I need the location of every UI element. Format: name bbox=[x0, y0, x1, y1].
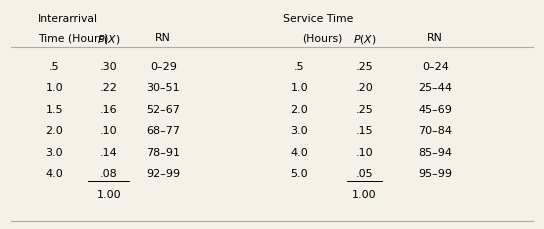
Text: 95–99: 95–99 bbox=[418, 168, 452, 178]
Text: 0–24: 0–24 bbox=[422, 62, 449, 72]
Text: 1.00: 1.00 bbox=[352, 190, 377, 199]
Text: Service Time: Service Time bbox=[283, 14, 353, 24]
Text: .10: .10 bbox=[356, 147, 373, 157]
Text: $P(X)$: $P(X)$ bbox=[353, 33, 376, 46]
Text: 4.0: 4.0 bbox=[290, 147, 308, 157]
Text: 70–84: 70–84 bbox=[418, 126, 452, 136]
Text: .22: .22 bbox=[100, 83, 118, 93]
Text: 0–29: 0–29 bbox=[150, 62, 177, 72]
Text: .14: .14 bbox=[100, 147, 118, 157]
Text: .20: .20 bbox=[356, 83, 373, 93]
Text: 3.0: 3.0 bbox=[290, 126, 308, 136]
Text: 2.0: 2.0 bbox=[290, 104, 308, 114]
Text: .08: .08 bbox=[100, 168, 118, 178]
Text: 45–69: 45–69 bbox=[418, 104, 452, 114]
Text: .5: .5 bbox=[294, 62, 305, 72]
Text: 1.00: 1.00 bbox=[96, 190, 121, 199]
Text: .5: .5 bbox=[49, 62, 60, 72]
Text: 1.0: 1.0 bbox=[46, 83, 63, 93]
Text: 92–99: 92–99 bbox=[146, 168, 180, 178]
Text: .16: .16 bbox=[100, 104, 118, 114]
Text: .25: .25 bbox=[356, 104, 373, 114]
Text: (Hours): (Hours) bbox=[302, 33, 342, 43]
Text: 2.0: 2.0 bbox=[46, 126, 63, 136]
Text: 1.0: 1.0 bbox=[290, 83, 308, 93]
Text: 3.0: 3.0 bbox=[46, 147, 63, 157]
Text: 78–91: 78–91 bbox=[146, 147, 180, 157]
Text: 25–44: 25–44 bbox=[418, 83, 452, 93]
Text: 1.5: 1.5 bbox=[46, 104, 63, 114]
Text: Time (Hours): Time (Hours) bbox=[38, 33, 108, 43]
Text: 85–94: 85–94 bbox=[418, 147, 452, 157]
Text: .15: .15 bbox=[356, 126, 373, 136]
Text: RN: RN bbox=[427, 33, 443, 43]
Text: .05: .05 bbox=[356, 168, 373, 178]
Text: .30: .30 bbox=[100, 62, 118, 72]
Text: 4.0: 4.0 bbox=[46, 168, 63, 178]
Text: .10: .10 bbox=[100, 126, 118, 136]
Text: .25: .25 bbox=[356, 62, 373, 72]
Text: 52–67: 52–67 bbox=[146, 104, 180, 114]
Text: RN: RN bbox=[155, 33, 171, 43]
Text: 68–77: 68–77 bbox=[146, 126, 180, 136]
Text: 5.0: 5.0 bbox=[290, 168, 308, 178]
Text: $P(X)$: $P(X)$ bbox=[97, 33, 121, 46]
Text: 30–51: 30–51 bbox=[146, 83, 180, 93]
Text: Interarrival: Interarrival bbox=[38, 14, 98, 24]
